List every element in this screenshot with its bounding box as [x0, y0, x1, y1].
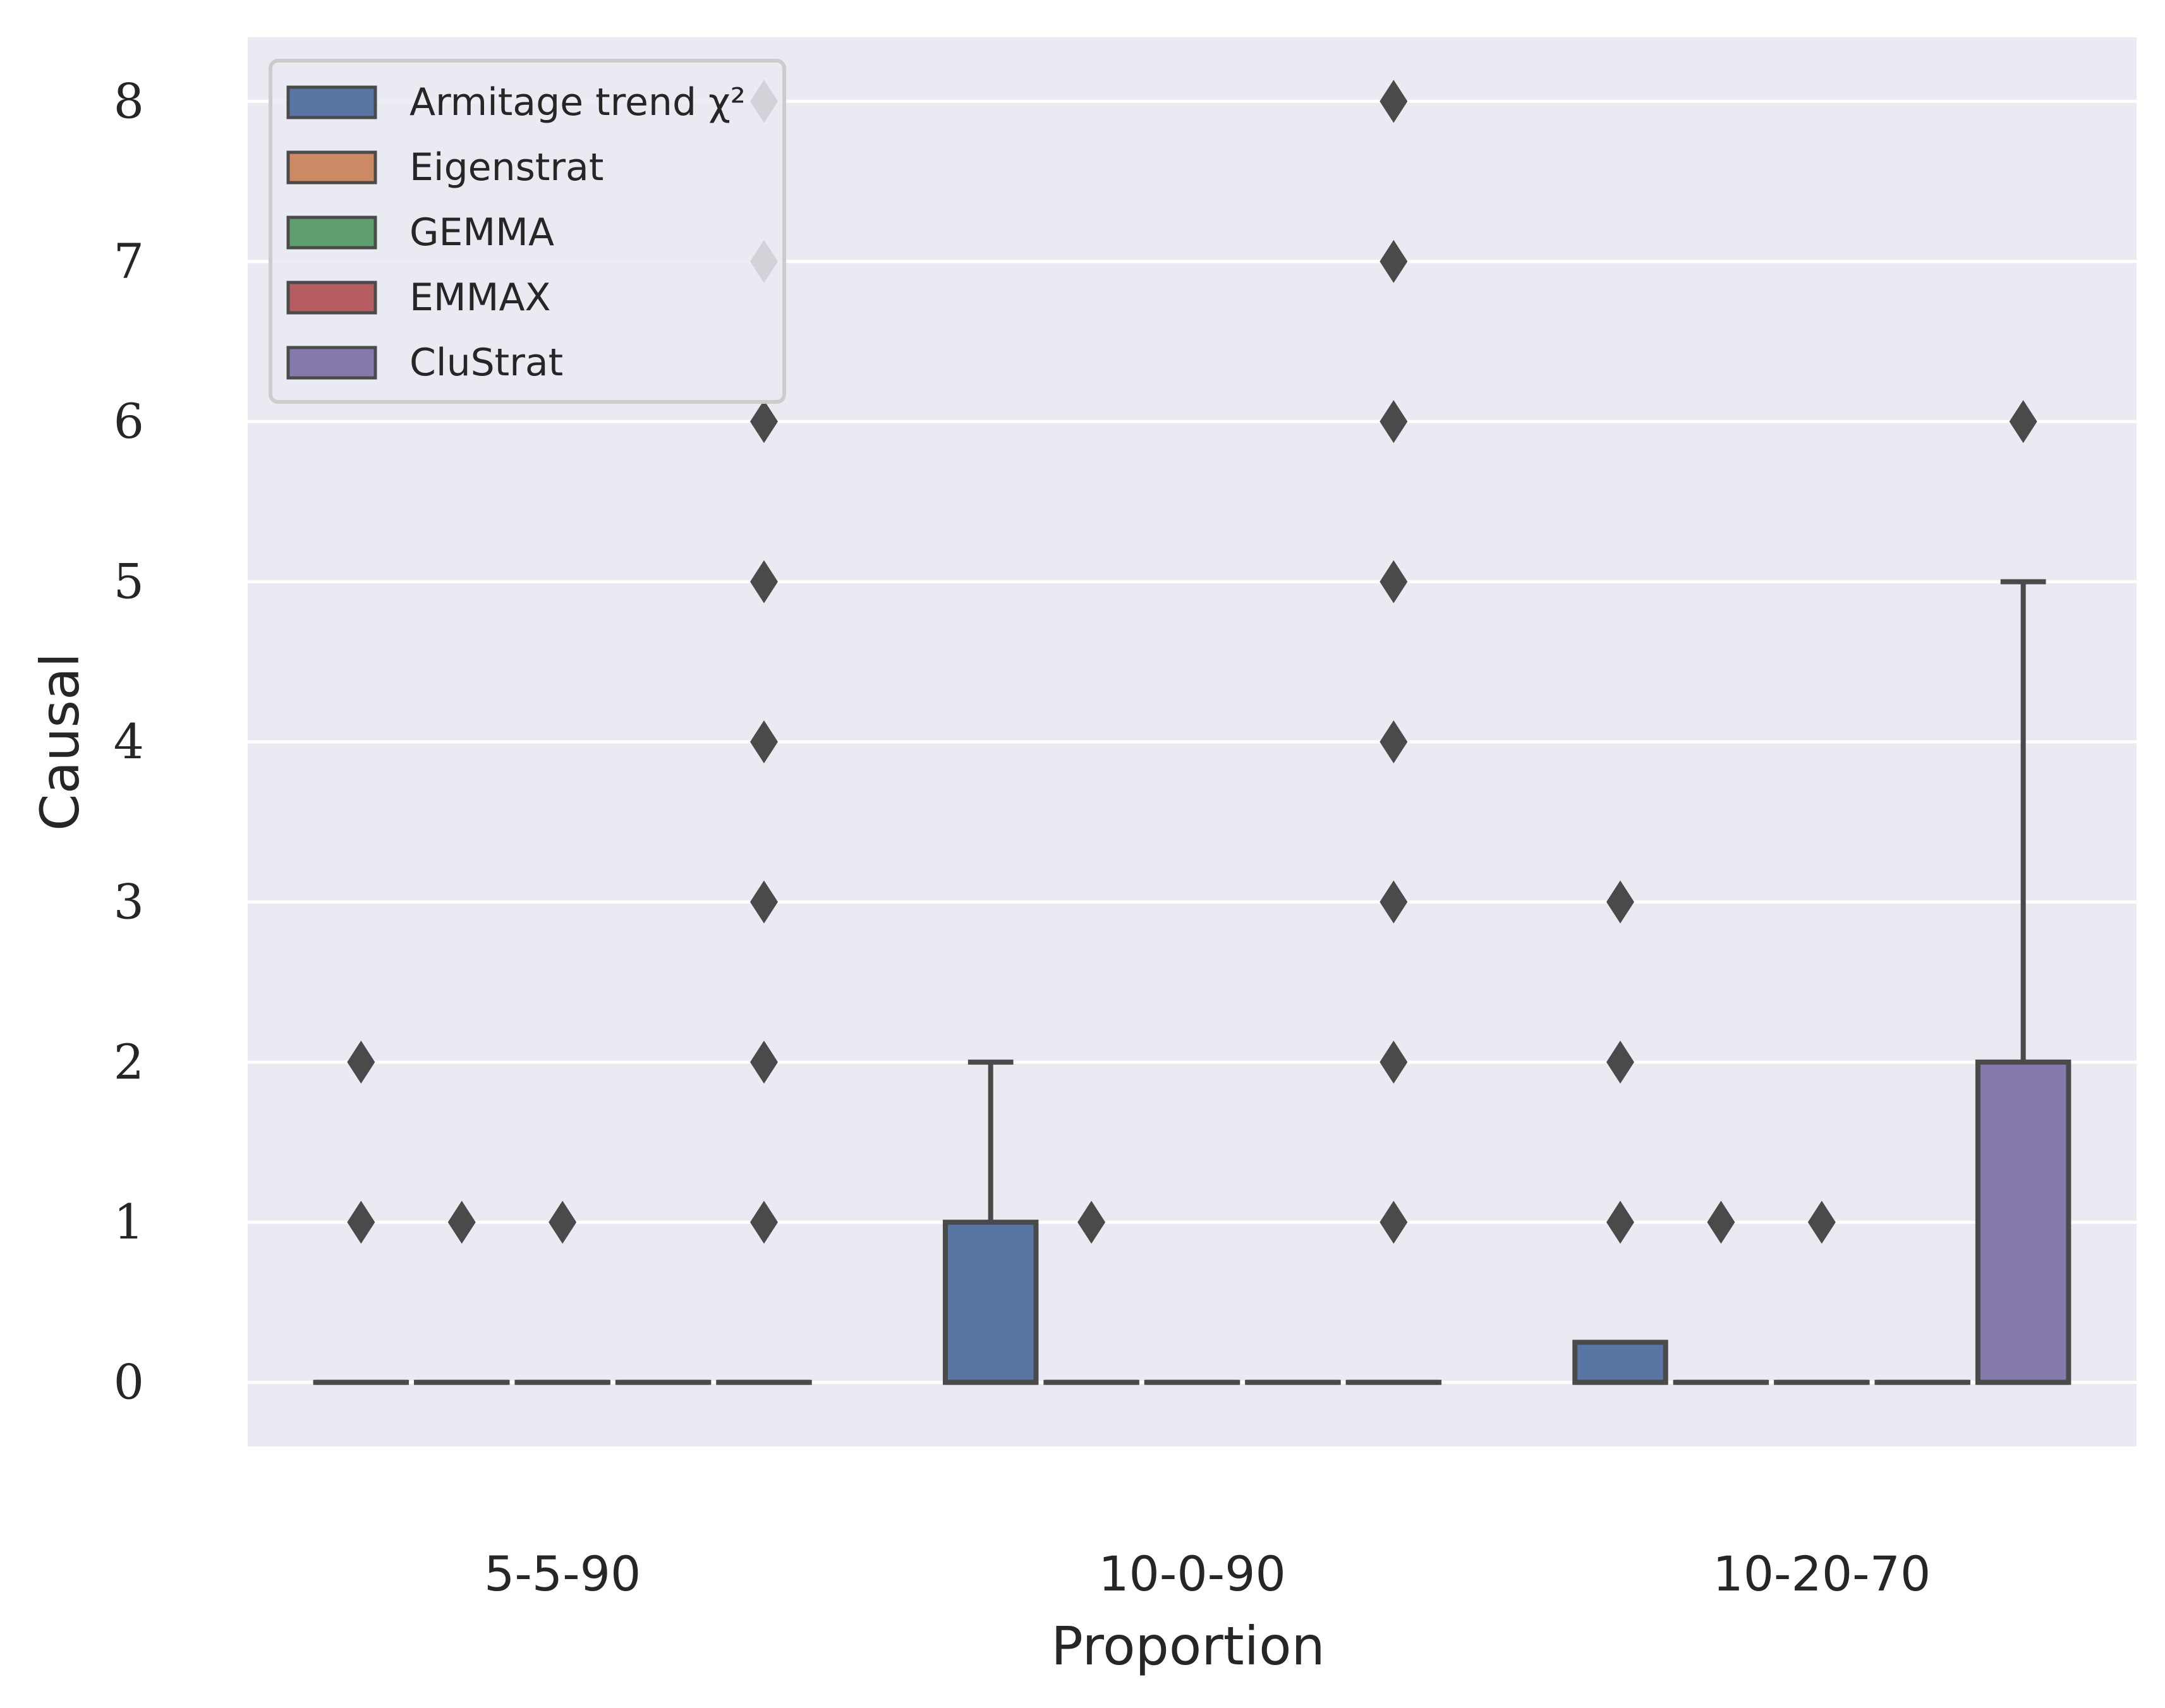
box-eigenstrat — [1043, 1201, 1139, 1385]
outlier-point — [1606, 1040, 1635, 1084]
legend-swatch — [286, 85, 377, 119]
outlier-point — [749, 560, 778, 603]
legend-entry: EMMAX — [409, 276, 551, 320]
legend: Armitage trend χ² Eigenstrat GEMMA EMMAX Clu… — [269, 59, 786, 404]
box-eigenstrat — [414, 1201, 510, 1385]
outlier-point — [1380, 400, 1408, 444]
x-axis-label: Proportion — [1051, 1615, 1325, 1677]
box-armitage — [313, 1040, 409, 1385]
box-armitage — [942, 1059, 1039, 1385]
y-tick-label: 4 — [114, 713, 144, 770]
outlier-point — [749, 880, 778, 924]
y-axis-label: Causal — [29, 653, 91, 831]
box-body — [1572, 1340, 1668, 1385]
legend-entry: GEMMA — [409, 210, 554, 255]
y-axis-ticks: 0 1 2 3 4 5 6 7 8 — [114, 73, 144, 1410]
box-gemma — [1774, 1201, 1870, 1385]
y-tick-label: 6 — [114, 393, 144, 449]
box-clustrat — [1975, 400, 2071, 1385]
y-tick-label: 1 — [114, 1194, 144, 1250]
outlier-point — [1380, 1040, 1408, 1084]
outlier-point — [1380, 720, 1408, 763]
box-body — [942, 1220, 1039, 1385]
legend-swatch — [286, 215, 377, 250]
outlier-point — [347, 1040, 375, 1084]
x-tick-label: 10-0-90 — [1098, 1546, 1286, 1602]
x-axis-ticks: 5-5-90 10-0-90 10-20-70 — [484, 1546, 1931, 1602]
outlier-point — [2009, 400, 2037, 444]
box-clustrat — [1345, 80, 1442, 1385]
y-tick-label: 7 — [114, 233, 144, 289]
outlier-point — [749, 1201, 778, 1244]
outlier-point — [1380, 80, 1408, 123]
outlier-point — [749, 400, 778, 444]
box-gemma — [514, 1201, 610, 1385]
x-tick-label: 5-5-90 — [484, 1546, 641, 1602]
y-tick-label: 2 — [114, 1034, 144, 1090]
y-tick-label: 5 — [114, 554, 144, 610]
y-tick-label: 3 — [114, 873, 144, 930]
outlier-point — [549, 1201, 577, 1244]
y-tick-label: 8 — [114, 73, 144, 129]
outlier-point — [1380, 880, 1408, 924]
legend-swatch — [286, 150, 377, 185]
legend-frame — [269, 59, 786, 404]
legend-entry: Eigenstrat — [409, 145, 603, 190]
outlier-point — [1807, 1201, 1836, 1244]
outlier-point — [1380, 1201, 1408, 1244]
outlier-point — [1077, 1201, 1106, 1244]
legend-swatch — [286, 346, 377, 380]
box-body — [1975, 1059, 2071, 1385]
outlier-point — [1707, 1201, 1735, 1244]
outlier-point — [1606, 1201, 1635, 1244]
outlier-point — [447, 1201, 476, 1244]
outlier-point — [749, 1040, 778, 1084]
outlier-point — [1606, 880, 1635, 924]
box-armitage — [1572, 880, 1668, 1385]
outlier-point — [1380, 239, 1408, 283]
outlier-point — [1380, 560, 1408, 603]
legend-swatch — [286, 281, 377, 315]
legend-entry: CluStrat — [409, 341, 563, 385]
outlier-point — [347, 1201, 375, 1244]
y-tick-label: 0 — [114, 1354, 144, 1410]
outlier-point — [749, 720, 778, 763]
box-series — [313, 80, 2071, 1385]
x-tick-label: 10-20-70 — [1713, 1546, 1931, 1602]
box-eigenstrat — [1673, 1201, 1769, 1385]
legend-entry: Armitage trend χ² — [409, 80, 746, 124]
